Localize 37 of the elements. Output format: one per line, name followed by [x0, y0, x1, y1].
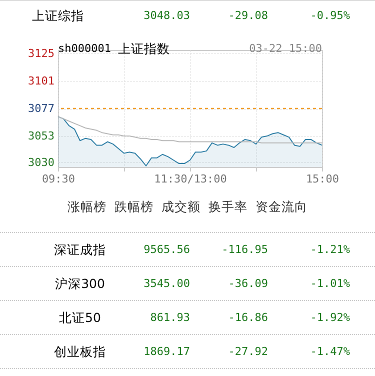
- text: 1869.17: [144, 344, 190, 360]
- text: 创业板指: [53, 343, 107, 361]
- text: -1.21%: [310, 242, 350, 258]
- chart-subtitle: sh000001: [58, 42, 111, 55]
- text: 3048.03: [144, 8, 190, 24]
- text: 深证成指: [53, 241, 107, 259]
- text: 9565.56: [144, 242, 190, 258]
- text: 涨幅榜: [68, 199, 106, 214]
- text: 3545.00: [144, 276, 190, 292]
- text: -27.92: [228, 344, 268, 360]
- x-tick-label: 09:30: [42, 172, 76, 186]
- text: -0.95%: [310, 8, 350, 24]
- x-tick-label: 15:00: [306, 172, 340, 186]
- text: 北证50: [58, 309, 102, 327]
- text: 成交额: [162, 199, 200, 214]
- text: 上证综指: [32, 7, 84, 25]
- text: -36.09: [228, 276, 268, 292]
- text: 换手率: [208, 199, 248, 214]
- annotation: 03-22 15:00: [249, 42, 322, 55]
- y-tick-label: 3125: [28, 46, 54, 60]
- y-tick-label: 3053: [28, 130, 54, 143]
- text: 资金流向: [256, 199, 308, 214]
- y-tick-label: 3077: [28, 102, 54, 115]
- text: -16.86: [228, 310, 268, 326]
- y-tick-label: 3101: [28, 74, 54, 88]
- text: -1.01%: [310, 276, 350, 292]
- text: 861.93: [150, 310, 190, 326]
- x-tick-label: 11:30/13:00: [154, 172, 227, 186]
- text: -116.95: [222, 242, 268, 258]
- text: -1.47%: [310, 344, 350, 360]
- text: -1.92%: [310, 310, 350, 326]
- text: -29.08: [228, 8, 268, 24]
- text: 跌幅榜: [114, 199, 154, 214]
- y-tick-label: 3030: [28, 156, 54, 169]
- chart-title: 上证指数: [118, 41, 170, 58]
- text: 沪深300: [54, 275, 106, 293]
- line-series: [58, 116, 322, 144]
